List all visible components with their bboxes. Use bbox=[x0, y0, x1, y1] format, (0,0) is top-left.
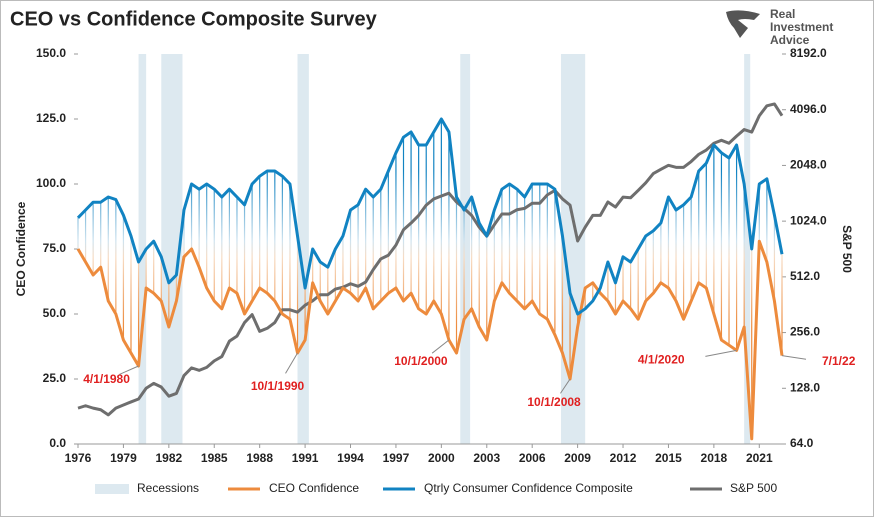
x-tick-label: 2000 bbox=[428, 451, 455, 465]
logo-text: Advice bbox=[770, 33, 810, 47]
line-series bbox=[76, 239, 784, 441]
x-tick-label: 1976 bbox=[65, 451, 92, 465]
x-tick-label: 2003 bbox=[473, 451, 500, 465]
annotation: 7/1/22 bbox=[822, 354, 856, 368]
y-tick-label: 75.0 bbox=[43, 241, 67, 255]
annotation: 4/1/2020 bbox=[638, 353, 685, 367]
recession-band bbox=[744, 54, 751, 444]
annotation-leader bbox=[431, 339, 450, 354]
y2-tick-label: 64.0 bbox=[790, 436, 814, 450]
y-tick-label: 50.0 bbox=[43, 306, 67, 320]
x-tick-label: 1994 bbox=[337, 451, 364, 465]
y-tick-label: 25.0 bbox=[43, 371, 67, 385]
annotation: 10/1/2008 bbox=[527, 395, 581, 409]
recession-band bbox=[460, 54, 471, 444]
annotation: 4/1/1980 bbox=[83, 372, 130, 386]
x-tick-label: 1997 bbox=[383, 451, 410, 465]
x-tick-label: 2018 bbox=[701, 451, 728, 465]
y2-tick-label: 512.0 bbox=[790, 269, 820, 283]
logo: Real Investment Advice bbox=[726, 7, 833, 47]
y2-tick-label: 256.0 bbox=[790, 325, 820, 339]
y2-tick-label: 2048.0 bbox=[790, 158, 827, 172]
recession-band bbox=[138, 54, 147, 444]
legend-label: CEO Confidence bbox=[269, 481, 359, 495]
logo-text: Investment bbox=[770, 20, 833, 34]
line-series bbox=[77, 102, 784, 417]
x-tick-label: 2012 bbox=[610, 451, 637, 465]
x-tick-label: 2009 bbox=[564, 451, 591, 465]
chart-title: CEO vs Confidence Composite Survey bbox=[10, 8, 378, 30]
y2-tick-label: 8192.0 bbox=[790, 46, 827, 60]
y-tick-label: 150.0 bbox=[36, 46, 66, 60]
x-tick-label: 2015 bbox=[655, 451, 682, 465]
annotation-leader bbox=[781, 355, 807, 360]
y-tick-label: 0.0 bbox=[49, 436, 66, 450]
annotation: 10/1/2000 bbox=[394, 354, 448, 368]
legend-label: S&P 500 bbox=[730, 481, 777, 495]
annotation-leader bbox=[705, 349, 737, 357]
y-tick-label: 100.0 bbox=[36, 176, 66, 190]
logo-mark bbox=[726, 10, 760, 38]
annotation-leader bbox=[560, 378, 571, 394]
y2-axis-label: S&P 500 bbox=[840, 225, 854, 273]
y2-tick-label: 4096.0 bbox=[790, 102, 827, 116]
x-tick-label: 1991 bbox=[292, 451, 319, 465]
x-tick-label: 1988 bbox=[246, 451, 273, 465]
legend-label: Qtrly Consumer Confidence Composite bbox=[424, 481, 633, 495]
logo-text: Real bbox=[770, 7, 795, 21]
legend-swatch bbox=[95, 484, 129, 494]
x-tick-label: 1985 bbox=[201, 451, 228, 465]
recession-band bbox=[161, 54, 183, 444]
recession-band bbox=[297, 54, 309, 444]
y2-tick-label: 1024.0 bbox=[790, 213, 827, 227]
line-series bbox=[76, 117, 784, 316]
x-tick-label: 1982 bbox=[155, 451, 182, 465]
y-tick-label: 125.0 bbox=[36, 111, 66, 125]
y-axis-label: CEO Confidence bbox=[14, 201, 28, 296]
x-tick-label: 2006 bbox=[519, 451, 546, 465]
y2-tick-label: 128.0 bbox=[790, 380, 820, 394]
annotation-leader bbox=[285, 352, 298, 374]
annotation: 10/1/1990 bbox=[251, 379, 305, 393]
x-tick-label: 2021 bbox=[746, 451, 773, 465]
legend-label: Recessions bbox=[137, 481, 199, 495]
annotation-leader bbox=[119, 365, 139, 375]
x-tick-label: 1979 bbox=[110, 451, 137, 465]
